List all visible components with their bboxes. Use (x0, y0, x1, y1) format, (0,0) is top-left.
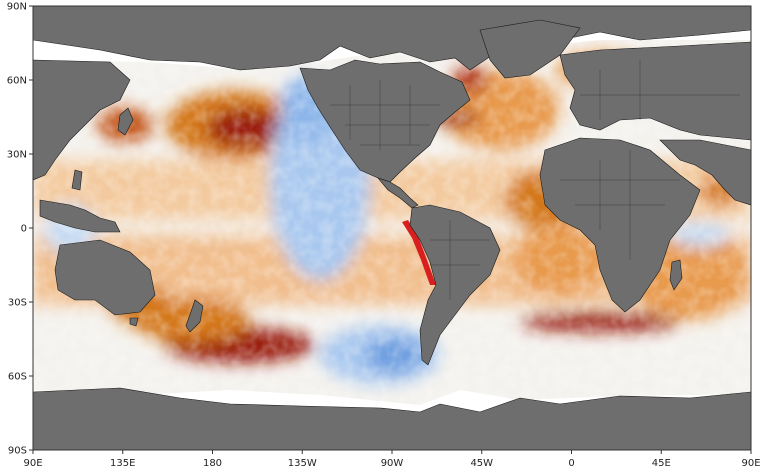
south-america (409, 204, 501, 366)
boundary-sa (430, 220, 490, 300)
new-zealand (185, 299, 204, 333)
tasmania (129, 317, 139, 327)
peru-hot-strip (402, 220, 436, 285)
lat-tick-label: 90N (7, 2, 27, 13)
antarctica (33, 387, 751, 450)
lon-tick-label: 90E (741, 458, 760, 469)
lon-tick-label: 135E (110, 458, 135, 469)
east-asia (33, 59, 131, 181)
lon-tick-label: 90W (381, 458, 404, 469)
lat-tick-label: 60S (8, 372, 27, 383)
lon-tick-label: 0 (568, 458, 574, 469)
lat-tick-label: 90S (8, 446, 27, 457)
lon-tick-label: 180 (203, 458, 222, 469)
philippines (71, 169, 83, 191)
madagascar (669, 259, 683, 291)
lat-tick-label: 30S (8, 298, 27, 309)
indonesia (39, 199, 121, 233)
boundary-us (330, 80, 440, 150)
japan (117, 107, 134, 136)
admin-boundaries (330, 60, 740, 300)
arabia-asia (659, 139, 751, 206)
lat-tick-label: 30N (7, 150, 27, 161)
boundary-europe (580, 60, 740, 120)
lon-tick-label: 135W (288, 458, 317, 469)
central-america (377, 177, 419, 209)
boundary-africa (560, 150, 680, 260)
land (33, 6, 751, 450)
africa (539, 137, 701, 313)
lon-tick-label: 90E (23, 458, 42, 469)
australia (54, 239, 156, 316)
lat-tick-label: 0 (21, 224, 27, 235)
europe (559, 41, 751, 141)
north-america (299, 59, 471, 183)
longitude-axis: 90E 135E 180 135W 90W 45W 0 45E 90E (23, 450, 761, 469)
lat-tick-label: 60N (7, 76, 27, 87)
lon-tick-label: 45W (470, 458, 493, 469)
north-america-arctic (33, 6, 751, 71)
lon-tick-label: 45E (652, 458, 671, 469)
map-plot-area (33, 6, 751, 450)
latitude-axis: 90N 60N 30N 0 30S 60S 90S (7, 2, 33, 457)
greenland (479, 19, 581, 79)
